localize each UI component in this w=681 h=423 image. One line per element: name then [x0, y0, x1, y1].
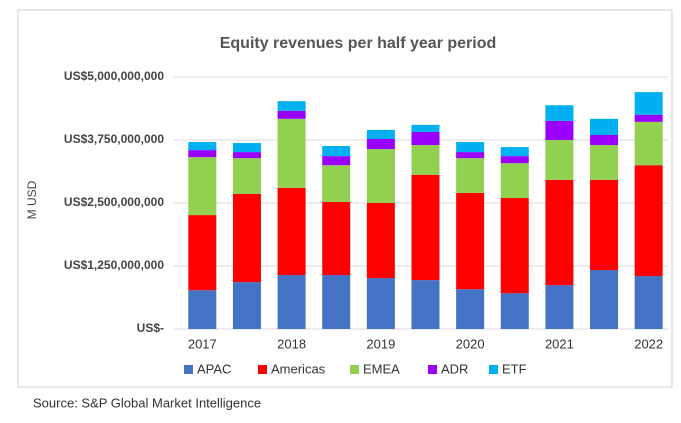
bar-segment — [590, 134, 619, 146]
legend-swatch — [350, 365, 359, 374]
bar-segment — [232, 282, 261, 329]
y-tick-label: US$3,750,000,000 — [64, 132, 164, 146]
y-tick-label: US$- — [137, 321, 164, 335]
x-tick-label: 2019 — [366, 336, 395, 351]
bar-segment — [277, 118, 306, 188]
legend-label: APAC — [197, 361, 231, 376]
chart-title: Equity revenues per half year period — [220, 35, 497, 52]
y-tick-label: US$5,000,000,000 — [64, 69, 164, 83]
bar-segment — [500, 163, 529, 198]
bar-segment — [322, 156, 351, 166]
bar-segment — [366, 129, 395, 139]
x-tick-label: 2018 — [277, 336, 306, 351]
x-tick-label: 2020 — [456, 336, 485, 351]
bar-segment — [634, 276, 663, 329]
bar-segment — [366, 278, 395, 329]
bar-segment — [411, 174, 440, 281]
legend-swatch — [489, 365, 498, 374]
bar-segment — [590, 270, 619, 329]
bar-segment — [232, 158, 261, 194]
bar-segment — [545, 105, 574, 121]
legend-swatch — [184, 365, 193, 374]
bar-segment — [500, 147, 529, 157]
bar-segment — [545, 179, 574, 286]
legend-label: Americas — [271, 361, 326, 376]
bar-segment — [188, 142, 217, 151]
bar-segment — [590, 118, 619, 135]
legend-label: ETF — [502, 361, 527, 376]
bar-segment — [188, 290, 217, 329]
bar-segment — [232, 143, 261, 153]
bar-segment — [277, 187, 306, 276]
bar-segment — [634, 165, 663, 277]
x-tick-label: 2021 — [545, 336, 574, 351]
bar-segment — [456, 192, 485, 290]
bar-segment — [322, 201, 351, 276]
legend-swatch — [428, 365, 437, 374]
legend-label: EMEA — [363, 361, 400, 376]
bar-segment — [590, 179, 619, 271]
bar-segment — [456, 152, 485, 159]
bar-segment — [411, 280, 440, 329]
bar-segment — [590, 145, 619, 180]
legend-swatch — [258, 365, 267, 374]
bar-segment — [366, 149, 395, 203]
y-tick-label: US$2,500,000,000 — [64, 195, 164, 209]
bar-segment — [366, 203, 395, 279]
bar-segment — [545, 140, 574, 180]
bar-segment — [634, 121, 663, 166]
source-note: Source: S&P Global Market Intelligence — [33, 395, 261, 410]
x-tick-label: 2022 — [634, 336, 663, 351]
bar-segment — [456, 158, 485, 193]
bar-segment — [545, 285, 574, 329]
bar-segment — [232, 193, 261, 283]
bar-segment — [411, 145, 440, 175]
bar-segment — [500, 197, 529, 294]
legend-label: ADR — [441, 361, 468, 376]
bar-segment — [277, 101, 306, 111]
bar-segment — [322, 275, 351, 329]
bar-segment — [545, 120, 574, 140]
bar-segment — [411, 131, 440, 146]
bar-segment — [456, 142, 485, 153]
bar-segment — [277, 110, 306, 119]
bar-segment — [634, 114, 663, 122]
bar-segment — [188, 157, 217, 216]
bar-segment — [634, 92, 663, 115]
y-tick-label: US$1,250,000,000 — [64, 258, 164, 272]
bar-segment — [188, 150, 217, 158]
bar-segment — [500, 293, 529, 329]
y-axis-label: M USD — [25, 180, 39, 219]
chart-frame — [17, 9, 673, 388]
bar-segment — [322, 146, 351, 157]
bar-segment — [322, 165, 351, 202]
bar-segment — [366, 138, 395, 150]
bar-segment — [411, 124, 440, 132]
bar-segment — [500, 156, 529, 164]
bar-segment — [232, 152, 261, 159]
bar-segment — [188, 215, 217, 291]
bar-segment — [277, 275, 306, 329]
x-tick-label: 2017 — [188, 336, 217, 351]
bar-segment — [456, 289, 485, 329]
